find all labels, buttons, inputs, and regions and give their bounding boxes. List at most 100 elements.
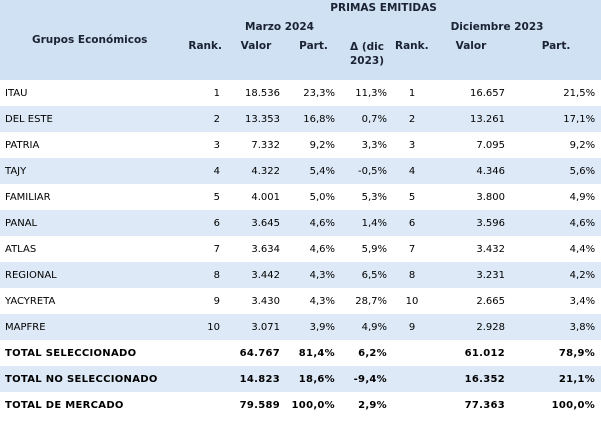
table-row: ATLAS 7 3.634 4,6% 5,9% 7 3.432 4,4%: [0, 236, 601, 262]
valor2-cell: 7.095: [431, 132, 511, 158]
group-name: PANAL: [0, 210, 166, 236]
rank2-cell: 1: [393, 80, 431, 106]
rank2-cell: 7: [393, 236, 431, 262]
rank2-cell: 8: [393, 262, 431, 288]
table-row: FAMILIAR 5 4.001 5,0% 5,3% 5 3.800 4,9%: [0, 184, 601, 210]
part2-cell: 4,6%: [511, 210, 601, 236]
delta-cell: -0,5%: [341, 158, 393, 184]
rank2-cell: 5: [393, 184, 431, 210]
total-delta: 6,2%: [341, 340, 393, 366]
delta-cell: 6,5%: [341, 262, 393, 288]
part2-cell: 3,4%: [511, 288, 601, 314]
table-row: YACYRETA 9 3.430 4,3% 28,7% 10 2.665 3,4…: [0, 288, 601, 314]
delta-cell: 3,3%: [341, 132, 393, 158]
delta-header-line1: Δ (dic: [350, 41, 384, 53]
valor1-cell: 3.634: [226, 236, 286, 262]
table-body: ITAU 1 18.536 23,3% 11,3% 1 16.657 21,5%…: [0, 80, 601, 418]
table-row: DEL ESTE 2 13.353 16,8% 0,7% 2 13.261 17…: [0, 106, 601, 132]
valor1-cell: 7.332: [226, 132, 286, 158]
delta-cell: 4,9%: [341, 314, 393, 340]
table-row: REGIONAL 8 3.442 4,3% 6,5% 8 3.231 4,2%: [0, 262, 601, 288]
valor2-cell: 3.800: [431, 184, 511, 210]
rank1-cell: 1: [166, 80, 226, 106]
period1-header: Marzo 2024: [166, 16, 393, 38]
total-part2: 78,9%: [511, 340, 601, 366]
delta-cell: 11,3%: [341, 80, 393, 106]
part2-header: Part.: [511, 38, 601, 80]
rank1-cell: 8: [166, 262, 226, 288]
part2-cell: 4,4%: [511, 236, 601, 262]
empty-cell: [393, 392, 431, 418]
part1-cell: 5,4%: [286, 158, 341, 184]
delta-cell: 1,4%: [341, 210, 393, 236]
delta-cell: 28,7%: [341, 288, 393, 314]
delta-cell: 5,3%: [341, 184, 393, 210]
valor2-cell: 2.665: [431, 288, 511, 314]
part2-cell: 4,9%: [511, 184, 601, 210]
part2-cell: 3,8%: [511, 314, 601, 340]
rank1-cell: 6: [166, 210, 226, 236]
valor1-cell: 3.442: [226, 262, 286, 288]
total-part2: 100,0%: [511, 392, 601, 418]
rank2-cell: 9: [393, 314, 431, 340]
groups-header: Grupos Económicos: [0, 0, 166, 80]
rank1-cell: 9: [166, 288, 226, 314]
part2-cell: 4,2%: [511, 262, 601, 288]
delta-header: Δ (dic 2023): [341, 38, 393, 80]
table-title: PRIMAS EMITIDAS: [166, 0, 601, 16]
valor2-header: Valor: [431, 38, 511, 80]
group-name: FAMILIAR: [0, 184, 166, 210]
table-row: PANAL 6 3.645 4,6% 1,4% 6 3.596 4,6%: [0, 210, 601, 236]
part1-cell: 4,3%: [286, 288, 341, 314]
valor2-cell: 16.657: [431, 80, 511, 106]
valor2-cell: 3.231: [431, 262, 511, 288]
total-valor1: 79.589: [226, 392, 286, 418]
part1-cell: 9,2%: [286, 132, 341, 158]
group-name: ITAU: [0, 80, 166, 106]
total-name: TOTAL DE MERCADO: [0, 392, 166, 418]
group-name: DEL ESTE: [0, 106, 166, 132]
part2-cell: 9,2%: [511, 132, 601, 158]
total-valor1: 14.823: [226, 366, 286, 392]
delta-cell: 5,9%: [341, 236, 393, 262]
total-name: TOTAL SELECCIONADO: [0, 340, 166, 366]
part2-cell: 17,1%: [511, 106, 601, 132]
group-name: ATLAS: [0, 236, 166, 262]
total-delta: 2,9%: [341, 392, 393, 418]
table-row: MAPFRE 10 3.071 3,9% 4,9% 9 2.928 3,8%: [0, 314, 601, 340]
group-name: MAPFRE: [0, 314, 166, 340]
period2-header: Diciembre 2023: [393, 16, 601, 38]
part1-cell: 4,3%: [286, 262, 341, 288]
total-part1: 18,6%: [286, 366, 341, 392]
rank2-cell: 4: [393, 158, 431, 184]
valor1-cell: 3.430: [226, 288, 286, 314]
empty-cell: [166, 340, 226, 366]
rank1-header: Rank.: [166, 38, 226, 80]
delta-cell: 0,7%: [341, 106, 393, 132]
total-part1: 100,0%: [286, 392, 341, 418]
rank1-cell: 10: [166, 314, 226, 340]
part2-cell: 21,5%: [511, 80, 601, 106]
rank1-cell: 5: [166, 184, 226, 210]
total-valor2: 16.352: [431, 366, 511, 392]
empty-cell: [393, 340, 431, 366]
valor1-cell: 13.353: [226, 106, 286, 132]
rank1-cell: 7: [166, 236, 226, 262]
part1-cell: 5,0%: [286, 184, 341, 210]
empty-cell: [166, 392, 226, 418]
empty-cell: [393, 366, 431, 392]
rank2-header: Rank.: [393, 38, 431, 80]
delta-header-line2: 2023): [349, 55, 385, 67]
part1-cell: 23,3%: [286, 80, 341, 106]
group-name: YACYRETA: [0, 288, 166, 314]
rank2-cell: 3: [393, 132, 431, 158]
rank1-cell: 4: [166, 158, 226, 184]
group-name: TAJY: [0, 158, 166, 184]
valor1-cell: 4.001: [226, 184, 286, 210]
total-delta: -9,4%: [341, 366, 393, 392]
valor2-cell: 3.596: [431, 210, 511, 236]
rank2-cell: 10: [393, 288, 431, 314]
group-name: PATRIA: [0, 132, 166, 158]
table-row: PATRIA 3 7.332 9,2% 3,3% 3 7.095 9,2%: [0, 132, 601, 158]
total-row: TOTAL DE MERCADO 79.589 100,0% 2,9% 77.3…: [0, 392, 601, 418]
